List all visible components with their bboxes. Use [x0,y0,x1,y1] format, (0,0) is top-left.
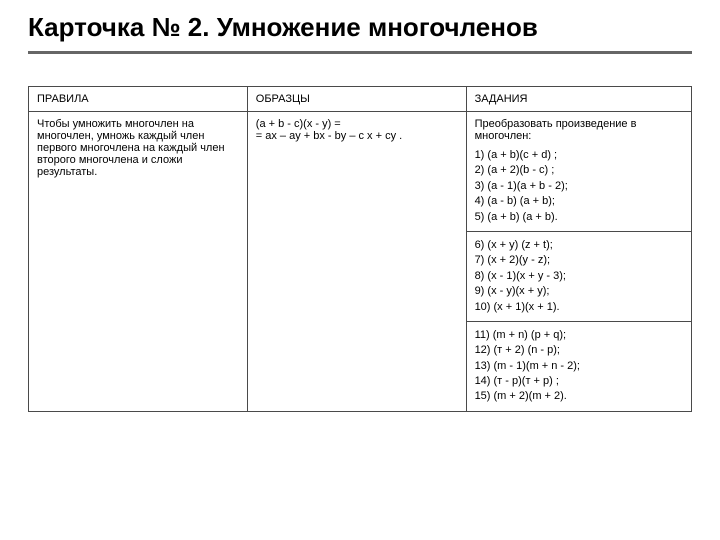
task-item: 1) (a + b)(c + d) ; [475,148,683,163]
worksheet-table: ПРАВИЛА ОБРАЗЦЫ ЗАДАНИЯ Чтобы умножить м… [28,86,692,412]
examples-cell: (a + b - c)(x - y) = = ax – ay + bx - by… [247,112,466,412]
tasks-list-2: 6) (x + y) (z + t); 7) (x + 2)(y - z); 8… [475,238,683,315]
task-item: 13) (m - 1)(m + n - 2); [475,359,683,374]
tasks-list-3: 11) (m + n) (p + q); 12) (т + 2) (n - p)… [475,328,683,405]
task-item: 8) (x - 1)(x + y - 3); [475,269,683,284]
table-header-row: ПРАВИЛА ОБРАЗЦЫ ЗАДАНИЯ [29,87,692,112]
task-item: 2) (a + 2)(b - c) ; [475,163,683,178]
header-tasks: ЗАДАНИЯ [466,87,691,112]
tasks-cell-2: 6) (x + y) (z + t); 7) (x + 2)(y - z); 8… [466,231,691,321]
task-item: 10) (x + 1)(x + 1). [475,300,683,315]
tasks-cell-1: Преобразовать произведение в многочлен: … [466,112,691,232]
example-line-2: = ax – ay + bx - by – c x + cy . [256,130,458,142]
task-item: 9) (x - y)(x + y); [475,284,683,299]
task-item: 7) (x + 2)(y - z); [475,253,683,268]
task-item: 5) (a + b) (a + b). [475,210,683,225]
task-item: 11) (m + n) (p + q); [475,328,683,343]
task-item: 14) (т - p)(т + p) ; [475,374,683,389]
task-item: 4) (a - b) (a + b); [475,194,683,209]
task-item: 6) (x + y) (z + t); [475,238,683,253]
tasks-cell-3: 11) (m + n) (p + q); 12) (т + 2) (n - p)… [466,321,691,411]
task-item: 12) (т + 2) (n - p); [475,343,683,358]
tasks-list-1: 1) (a + b)(c + d) ; 2) (a + 2)(b - c) ; … [475,148,683,225]
page-title: Карточка № 2. Умножение многочленов [28,12,692,54]
table-row: Чтобы умножить многочлен на многочлен, у… [29,112,692,232]
task-item: 15) (m + 2)(m + 2). [475,389,683,404]
task-item: 3) (a - 1)(a + b - 2); [475,179,683,194]
tasks-intro: Преобразовать произведение в многочлен: [475,118,683,142]
example-line-1: (a + b - c)(x - y) = [256,118,458,130]
header-rules: ПРАВИЛА [29,87,248,112]
rules-cell: Чтобы умножить многочлен на многочлен, у… [29,112,248,412]
header-examples: ОБРАЗЦЫ [247,87,466,112]
